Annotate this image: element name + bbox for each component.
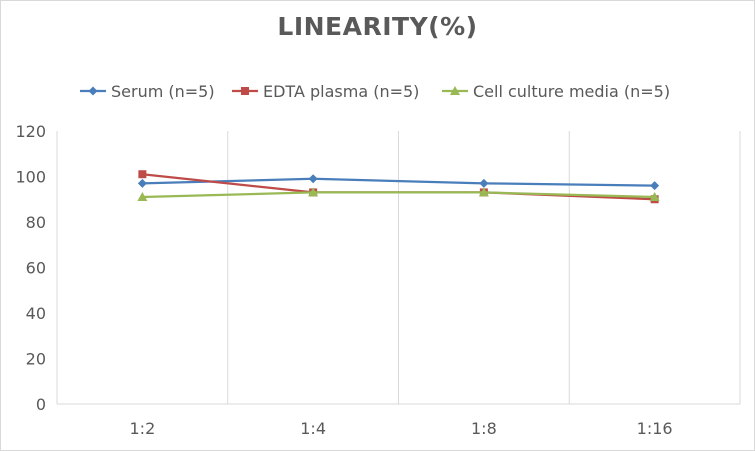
data-point bbox=[650, 181, 660, 191]
legend-marker bbox=[450, 86, 460, 95]
legend-label: Serum (n=5) bbox=[111, 82, 215, 101]
series-line bbox=[142, 177, 655, 187]
legend-marker bbox=[88, 86, 98, 96]
legend: Serum (n=5) EDTA plasma (n=5) Cell culture… bbox=[80, 82, 670, 101]
data-point bbox=[479, 178, 489, 188]
series-3 bbox=[137, 187, 660, 201]
y-tick-label: 100 bbox=[15, 168, 46, 187]
x-tick-label: 1:2 bbox=[130, 419, 156, 438]
series-line bbox=[142, 191, 655, 199]
data-point bbox=[478, 187, 489, 197]
y-tick-label: 0 bbox=[36, 395, 46, 414]
axes bbox=[56, 131, 740, 405]
y-tick-label: 20 bbox=[26, 350, 46, 369]
legend-label: EDTA plasma (n=5) bbox=[263, 82, 419, 101]
y-tick-labels: 0 20 40 60 80 100 120 bbox=[15, 122, 46, 414]
x-tick-label: 1:8 bbox=[471, 419, 497, 438]
data-point bbox=[137, 191, 148, 201]
legend-item: EDTA plasma (n=5) bbox=[232, 82, 419, 101]
grid-lines bbox=[227, 131, 741, 404]
legend-item: Serum (n=5) bbox=[80, 82, 215, 101]
y-tick-label: 120 bbox=[15, 122, 46, 141]
chart-title: LINEARITY(%) bbox=[277, 12, 478, 41]
y-tick-label: 80 bbox=[26, 213, 46, 232]
x-tick-label: 1:4 bbox=[300, 419, 326, 438]
y-tick-label: 60 bbox=[26, 259, 46, 278]
data-point bbox=[308, 174, 318, 184]
legend-marker bbox=[241, 87, 249, 95]
data-point bbox=[137, 178, 147, 188]
x-tick-labels: 1:2 1:4 1:8 1:16 bbox=[130, 419, 673, 438]
legend-item: Cell culture media (n=5) bbox=[442, 82, 670, 101]
series-1 bbox=[137, 174, 660, 191]
data-point bbox=[138, 170, 147, 179]
legend-label: Cell culture media (n=5) bbox=[473, 82, 670, 101]
data-point bbox=[649, 191, 660, 201]
data-point bbox=[308, 187, 319, 197]
series-group bbox=[137, 170, 660, 204]
x-tick-label: 1:16 bbox=[637, 419, 673, 438]
y-tick-label: 40 bbox=[26, 304, 46, 323]
